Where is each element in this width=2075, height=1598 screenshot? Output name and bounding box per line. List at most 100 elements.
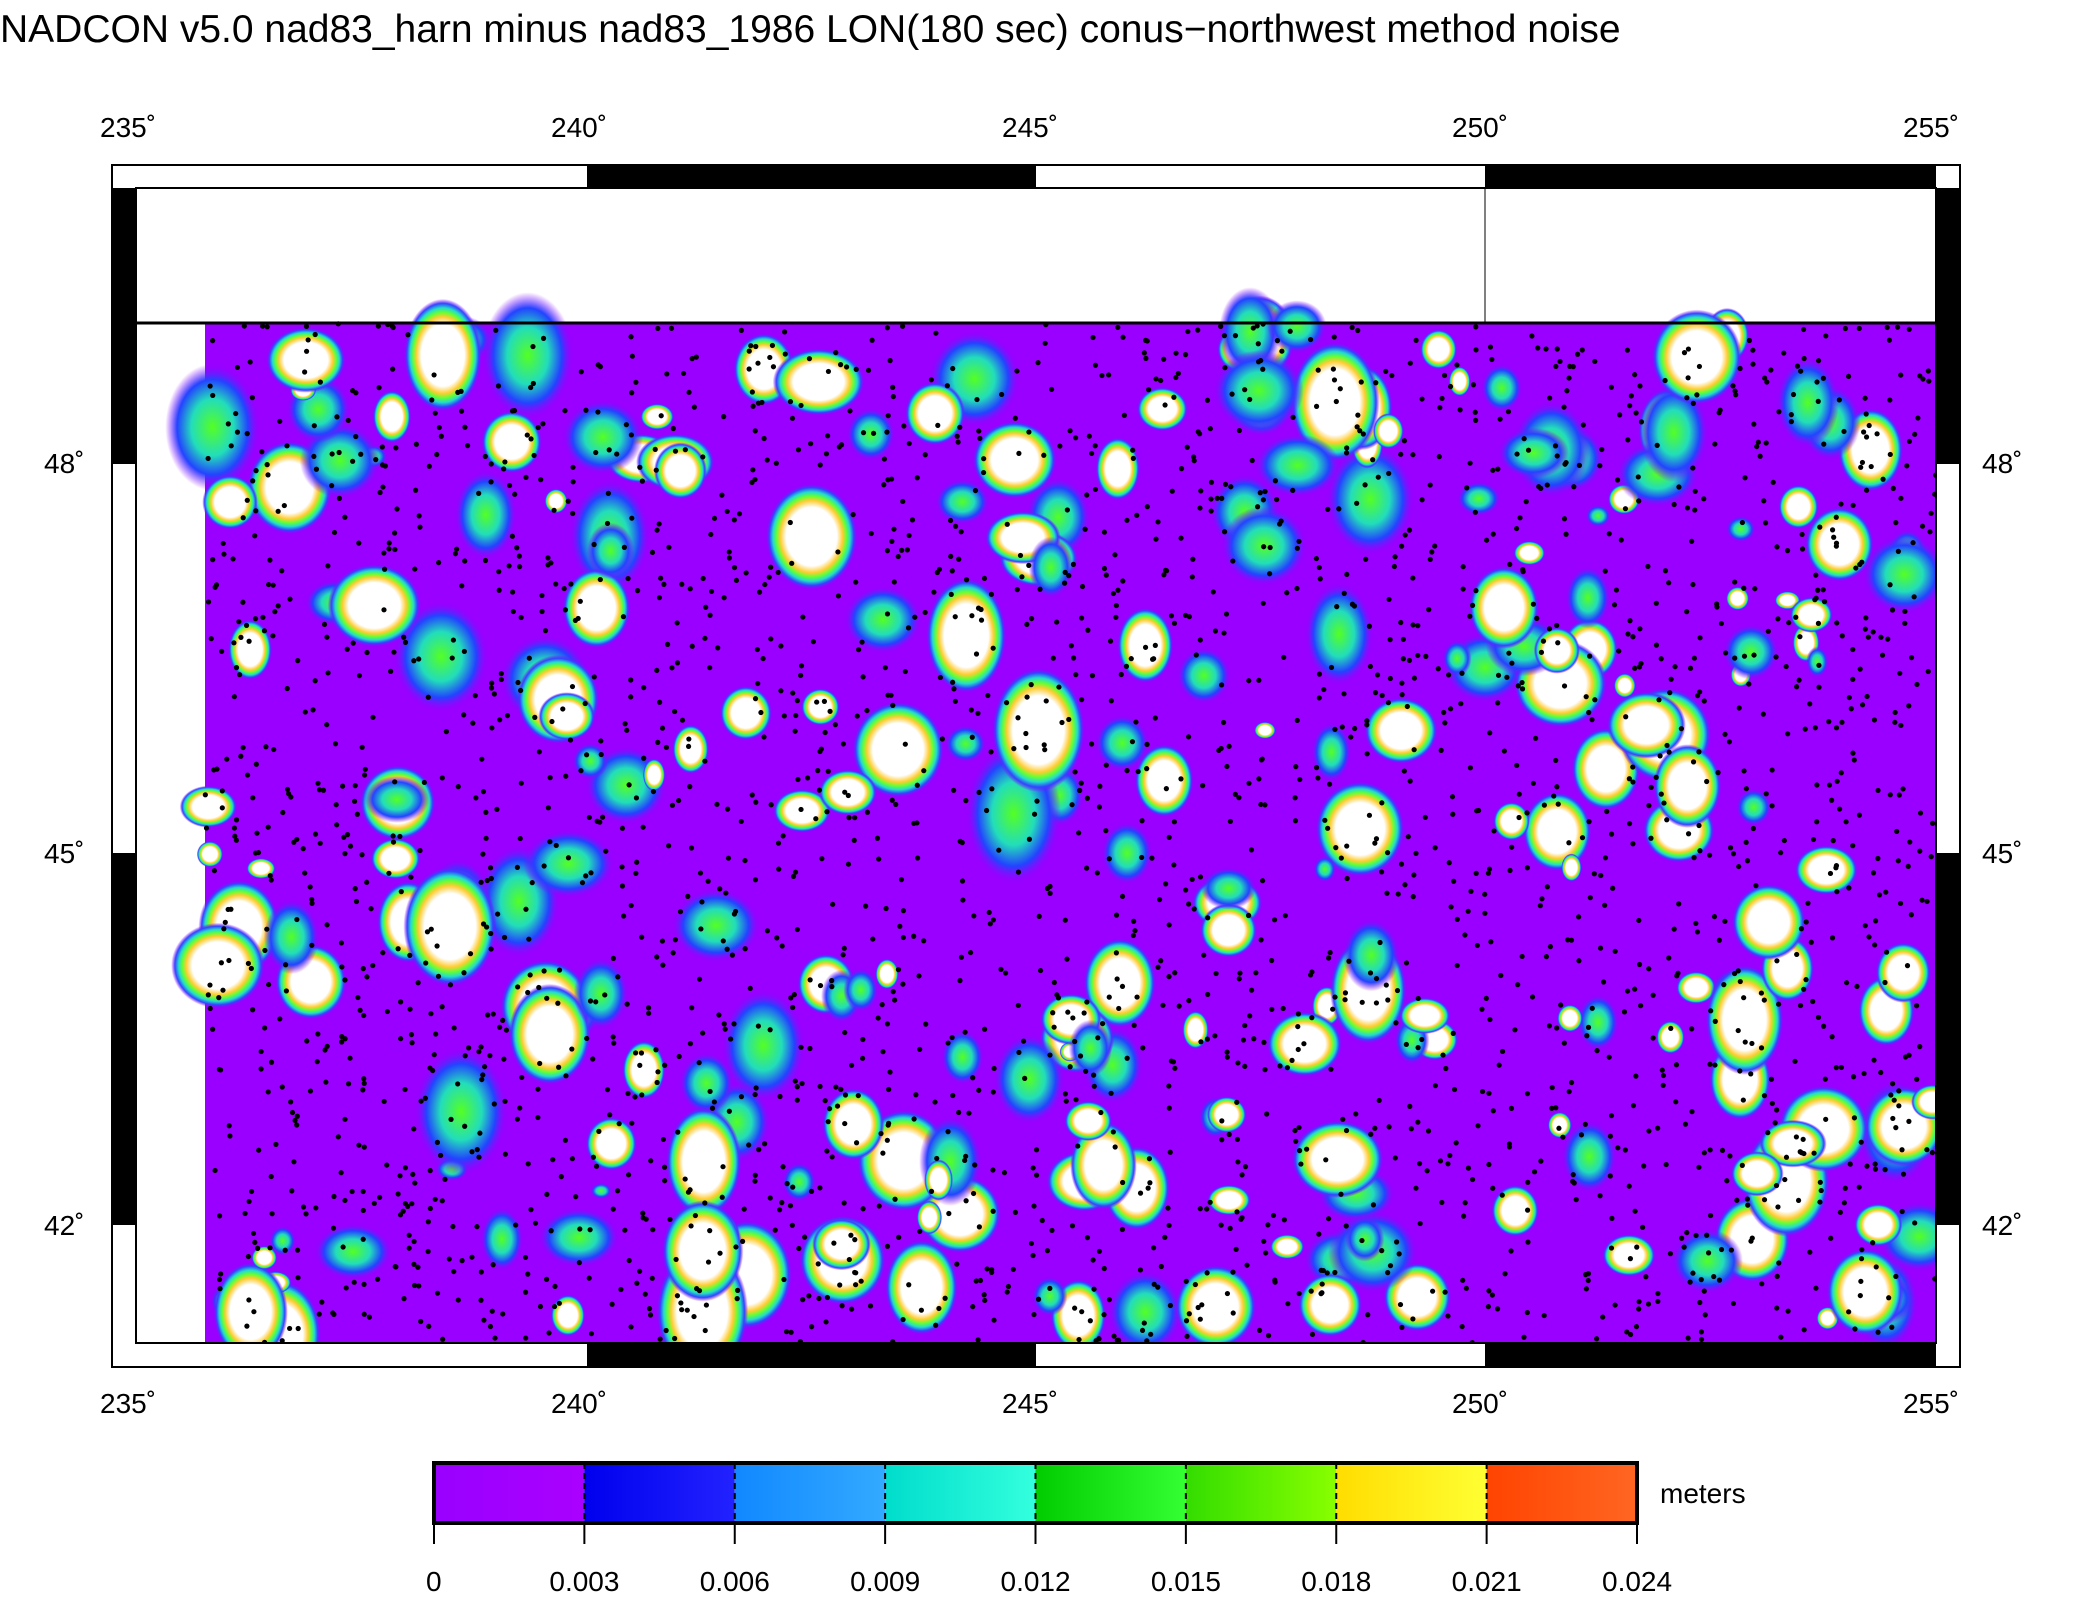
station-point [1566,1089,1572,1095]
station-point [1833,514,1839,520]
station-point [1529,994,1536,1000]
station-point [639,1092,645,1098]
station-point [1408,1126,1414,1132]
station-point [1817,1199,1823,1205]
station-point [841,945,847,951]
station-point [353,898,360,905]
station-point [1372,840,1378,846]
station-point [981,1292,987,1298]
station-point [604,520,611,527]
station-point [1678,726,1684,732]
station-point [1515,982,1521,988]
station-point [1701,1150,1707,1156]
station-point [1295,1011,1302,1017]
station-point [366,1314,373,1320]
station-point [1325,506,1331,512]
colorbar-segment [885,1463,1036,1523]
station-point [1072,1038,1078,1045]
station-point [1914,681,1920,688]
station-point [1070,655,1077,661]
noise-blob [1028,536,1074,598]
station-point [450,637,457,643]
station-point [517,564,523,570]
station-point [1815,620,1822,626]
station-point [1133,719,1139,725]
station-point [1229,391,1235,397]
station-point [931,589,937,595]
station-point [1486,1288,1492,1294]
station-point [1838,501,1844,507]
station-point [1830,838,1836,844]
station-point [721,595,727,601]
station-point [319,1299,325,1305]
station-point [1295,1046,1301,1053]
station-point [1208,496,1214,502]
station-point [1221,529,1228,535]
station-point [1544,482,1550,488]
station-point [583,407,589,413]
station-point [1899,1208,1905,1215]
station-point [265,581,272,588]
station-point [1189,876,1195,883]
station-point [1662,568,1669,574]
station-point [550,1157,556,1163]
station-point [570,510,576,517]
station-point [422,1095,428,1101]
noise-blob [372,390,412,443]
station-point [1161,356,1167,362]
station-point [700,1030,706,1036]
station-point [1624,1329,1630,1335]
station-point [449,655,455,661]
station-point [1281,1217,1287,1223]
station-point [1129,739,1136,745]
station-point [1696,363,1703,370]
station-point [842,1092,849,1098]
station-point [672,1335,678,1342]
station-point [1110,1129,1116,1135]
station-point [1754,443,1760,450]
station-point [670,425,676,432]
station-point [1096,1336,1102,1342]
station-point [342,1116,348,1122]
station-point [1727,1153,1733,1159]
station-point [1158,958,1164,964]
station-point [1690,465,1696,471]
station-point [629,1120,635,1126]
station-point [672,937,678,943]
station-point [1839,633,1845,639]
noise-blob [364,776,430,823]
station-point [703,604,709,610]
station-point [1385,1270,1391,1276]
station-point [1407,778,1413,784]
station-point [661,1164,668,1170]
station-point [1749,1040,1755,1047]
station-point [1092,486,1099,493]
station-point [852,1237,858,1243]
station-point [922,452,928,458]
station-point [775,569,781,576]
noise-blob [1254,721,1276,739]
station-point [1219,495,1225,502]
station-point [1682,1121,1689,1127]
station-point [377,489,383,496]
station-point [1846,1309,1852,1315]
station-point [1637,626,1643,632]
station-point [779,1200,785,1206]
station-point [1646,803,1652,809]
station-point [1171,862,1177,868]
station-point [649,1275,655,1281]
station-point [849,1306,855,1312]
station-point [1227,818,1233,825]
station-point [1712,441,1718,447]
station-point [1118,671,1124,678]
station-point [1625,988,1631,994]
station-point [1630,764,1636,770]
station-point [375,1276,381,1282]
station-point [1365,1312,1371,1318]
station-point [902,741,908,747]
station-point [817,982,824,989]
station-point [846,1256,852,1263]
station-point [334,822,340,828]
station-point [358,451,364,457]
station-point [1043,698,1049,704]
